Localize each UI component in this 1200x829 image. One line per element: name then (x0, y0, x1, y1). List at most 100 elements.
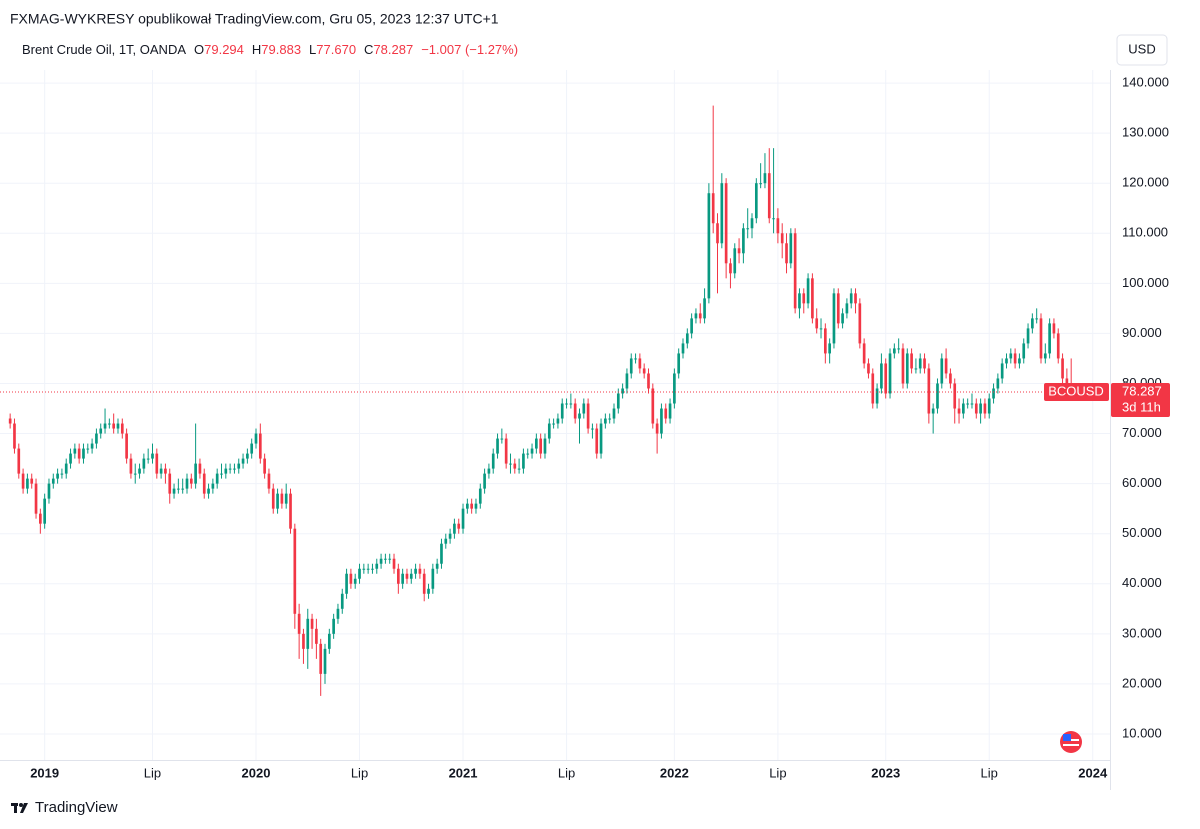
candle-body (194, 463, 197, 484)
candle-body (953, 383, 957, 409)
candle-body (586, 403, 590, 429)
candle-body (815, 318, 819, 329)
candle-body (271, 488, 275, 509)
candle-body (392, 558, 396, 569)
candle-body (116, 423, 120, 429)
candle-body (625, 373, 629, 389)
y-tick-label: 30.000 (1122, 625, 1162, 640)
l-label: L (309, 42, 316, 57)
candle-body (73, 448, 77, 454)
candle-body (944, 358, 948, 374)
currency[interactable]: USD (1128, 41, 1155, 56)
y-tick-label: 20.000 (1122, 675, 1162, 690)
brand-name: TradingView (35, 799, 118, 816)
candle-body (172, 488, 176, 494)
candle-body (690, 318, 693, 334)
candle-body (435, 563, 439, 569)
flag-icon (1060, 731, 1082, 753)
candles (8, 105, 1077, 696)
candle-body (638, 358, 642, 369)
candle-body (677, 353, 681, 374)
y-tick-label: 130.000 (1122, 125, 1169, 140)
candle-body (621, 388, 624, 394)
candle-body (77, 448, 81, 459)
candle-body (483, 473, 486, 489)
currency-box[interactable] (1116, 34, 1168, 66)
candle-body (974, 403, 978, 414)
candle-body (949, 373, 952, 384)
candle-body (759, 183, 762, 185)
candle-body (189, 478, 193, 484)
candle-body (979, 403, 982, 414)
candle-body (26, 478, 29, 489)
candle-body (64, 463, 68, 474)
candle-body (862, 343, 866, 364)
candle-body (487, 468, 491, 474)
candle-body (655, 423, 659, 434)
candle-body (1013, 353, 1017, 364)
x-tick-label: 2023 (871, 765, 900, 780)
candle-body (983, 403, 987, 414)
candle-body (422, 573, 426, 594)
candle-body (129, 458, 133, 474)
candle-body (685, 333, 689, 344)
candle-body (1052, 323, 1056, 334)
o-value: 79.294 (204, 42, 244, 57)
candle-body (931, 408, 935, 414)
candle-body (112, 423, 116, 429)
candle-body (604, 418, 607, 424)
candle-body (724, 183, 728, 264)
candle-body (151, 453, 154, 459)
candle-body (905, 353, 909, 384)
candle-body (254, 433, 258, 444)
candle-body (448, 533, 452, 539)
candle-body (884, 363, 888, 394)
candle-body (845, 303, 849, 314)
candle-body (940, 358, 944, 384)
candle-body (246, 453, 249, 459)
candle-body (746, 228, 750, 230)
candle-body (293, 528, 297, 614)
candle-body (616, 393, 620, 409)
candle-body (927, 368, 931, 414)
countdown-label: 3d 11h (1122, 399, 1161, 414)
l-value: 77.670 (316, 42, 356, 57)
x-tick-label: 2024 (1078, 765, 1108, 780)
candle-body (763, 173, 767, 184)
y-tick-label: 110.000 (1122, 225, 1168, 240)
candle-body (289, 493, 292, 529)
candle-body (1026, 328, 1030, 344)
candle-body (302, 633, 305, 649)
candle-body (362, 568, 366, 570)
candle-body (776, 218, 780, 234)
candle-body (1035, 318, 1039, 320)
candle-body (1009, 353, 1013, 359)
candle-body (504, 438, 508, 464)
y-tick-label: 50.000 (1122, 525, 1162, 540)
x-tick-label: Lip (769, 765, 786, 780)
candle-body (642, 368, 646, 374)
candle-body (461, 508, 465, 529)
candle-body (858, 303, 862, 344)
candle-body (996, 378, 1000, 389)
candle-body (1065, 378, 1069, 384)
x-tick-label: Lip (981, 765, 998, 780)
candle-body (547, 423, 551, 439)
c-value: 78.287 (373, 42, 413, 57)
candle-body (698, 313, 702, 319)
candle-body (202, 473, 206, 494)
candle-body (1018, 358, 1021, 364)
candle-body (457, 523, 461, 529)
candle-body (798, 293, 801, 309)
candle-body (250, 443, 254, 454)
candle-body (280, 493, 284, 504)
candle-body (785, 243, 788, 264)
candle-body (401, 573, 404, 584)
candle-body (742, 228, 745, 254)
candle-body (155, 453, 159, 474)
candle-body (159, 468, 163, 474)
candle-body (327, 633, 331, 649)
candle-body (211, 483, 215, 489)
candle-body (1039, 318, 1043, 359)
candle-body (284, 493, 288, 504)
